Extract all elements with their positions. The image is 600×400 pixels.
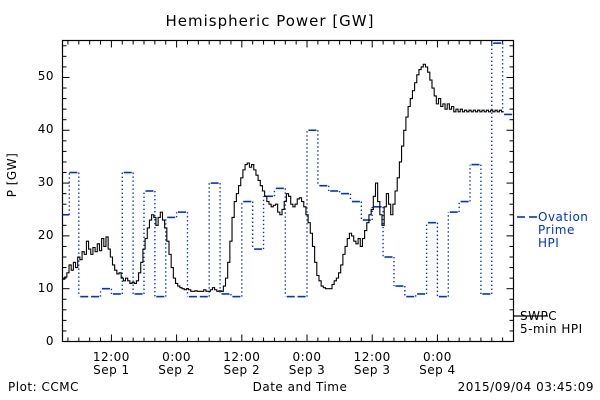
x-tick-date: Sep 4 [419,362,456,377]
x-tick-label: 12:00 Sep 2 [202,349,282,377]
x-tick-time: 12:00 [353,349,391,364]
timestamp: 2015/09/04 03:45:09 [457,380,594,394]
y-tick-label: 40 [37,122,54,137]
y-tick-label: 20 [37,227,54,242]
x-tick-label: 12:00 Sep 3 [332,349,412,377]
x-tick-label: 0:00 Sep 4 [397,349,477,377]
legend-swatches [514,216,548,317]
legend-item-swpc-5min-hpi: SWPC 5-min HPI [520,310,583,336]
y-tick-label: 10 [37,280,54,295]
y-tick-label: 30 [37,175,54,190]
plot-frame [61,39,515,343]
x-tick-time: 0:00 [162,349,192,364]
x-tick-label: 12:00 Sep 1 [71,349,151,377]
y-axis-ticks [62,45,514,342]
legend-swpc-line1: SWPC [520,309,558,323]
x-tick-time: 0:00 [292,349,322,364]
legend-item-ovation-prime-hpi: Ovation Prime HPI [538,211,600,250]
y-tick-label: 50 [37,69,54,84]
series-ovation-prime-hpi [62,42,513,298]
series-swpc-5min-hpi [62,63,504,292]
x-tick-time: 0:00 [422,349,452,364]
legend-ovation-line1: Ovation [538,210,589,224]
x-tick-time: 12:00 [223,349,261,364]
x-tick-date: Sep 1 [93,362,130,377]
x-tick-label: 0:00 Sep 2 [137,349,217,377]
y-tick-label: 0 [45,333,54,348]
page-title: Hemispheric Power [GW] [165,12,375,30]
x-tick-time: 12:00 [92,349,130,364]
x-tick-date: Sep 2 [223,362,261,377]
x-axis-ticks [67,40,504,342]
x-tick-date: Sep 3 [353,362,391,377]
legend-swpc-line2: 5-min HPI [520,322,583,336]
x-tick-date: Sep 3 [288,362,326,377]
legend-ovation-line2: Prime HPI [538,223,575,250]
x-tick-date: Sep 2 [158,362,195,377]
plot-credit: Plot: CCMC [8,380,79,394]
x-tick-label: 0:00 Sep 3 [267,349,347,377]
x-axis-label: Date and Time [252,380,348,394]
